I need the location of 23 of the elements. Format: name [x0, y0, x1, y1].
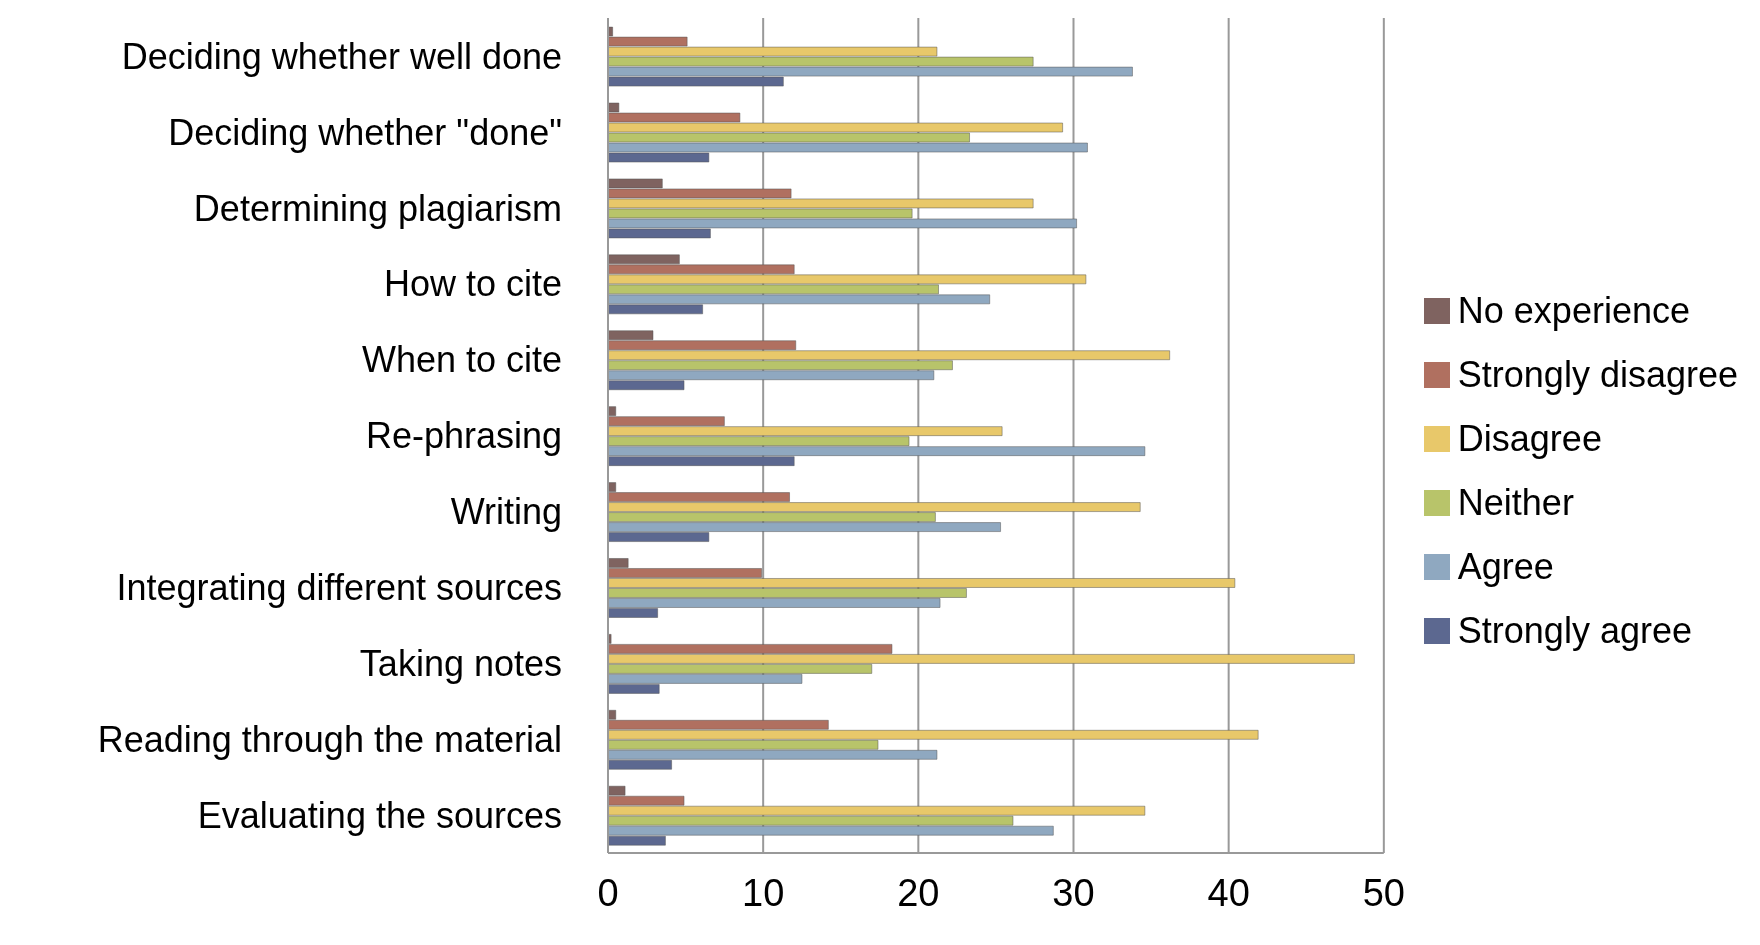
legend-label: Strongly agree	[1457, 609, 1692, 652]
x-tick-label: 0	[597, 871, 619, 914]
x-tick-label: 40	[1207, 871, 1250, 914]
y-tick-label: When to cite	[361, 339, 562, 381]
y-tick-label: Determining plagiarism	[193, 187, 562, 229]
y-tick-label: How to cite	[383, 263, 562, 305]
legend-label: Agree	[1457, 545, 1554, 588]
x-tick-label: 30	[1052, 871, 1095, 914]
y-tick-label: Writing	[450, 491, 562, 533]
y-tick-label: Re-phrasing	[365, 415, 562, 457]
legend-label: Strongly disagree	[1457, 353, 1738, 396]
x-tick-label: 10	[742, 871, 785, 914]
y-tick-label: Evaluating the sources	[197, 794, 562, 836]
x-tick-label: 50	[1362, 871, 1405, 914]
y-tick-label: Deciding whether well done	[121, 35, 562, 77]
y-tick-label: Taking notes	[359, 643, 562, 685]
x-tick-label: 20	[897, 871, 940, 914]
legend-label: Neither	[1457, 481, 1574, 524]
legend-label: No experience	[1457, 289, 1690, 332]
y-tick-label: Integrating different sources	[116, 567, 562, 609]
legend-label: Disagree	[1457, 417, 1602, 460]
y-tick-label: Reading through the material	[97, 718, 562, 760]
y-tick-label: Deciding whether "done"	[168, 111, 562, 153]
